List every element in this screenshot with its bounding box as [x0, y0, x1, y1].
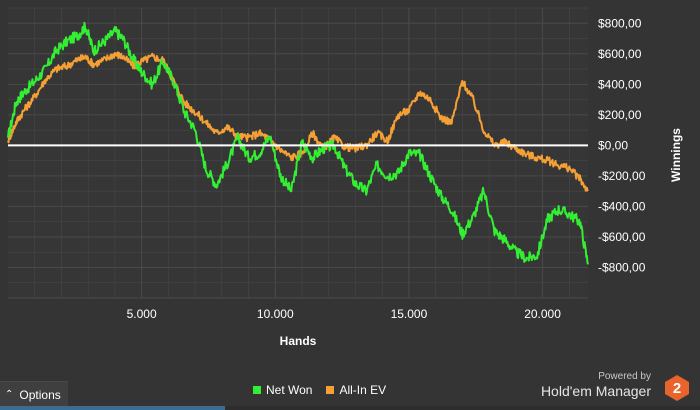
series-line-all-in-ev	[7, 51, 589, 192]
winnings-chart: 5.000 10.000 15.000 20.000 $800,00 $600,00 $4…	[7, 7, 683, 348]
y-tick-label: $400,00	[598, 77, 642, 91]
scroll-thumb[interactable]	[0, 406, 225, 410]
legend-swatch-all-in-ev	[326, 386, 335, 394]
y-tick-label: -$600,00	[598, 230, 646, 244]
series-lines	[7, 21, 589, 265]
bottom-scroll-bar	[0, 406, 700, 410]
legend-label-net-won: Net Won	[266, 383, 313, 397]
brand-name: Hold'em Manager	[540, 383, 651, 399]
x-tick-label: 15.000	[391, 307, 428, 321]
options-label: Options	[19, 387, 61, 402]
x-tick-label: 5.000	[127, 307, 157, 321]
hem2-logo-icon: 2	[665, 375, 689, 401]
chevron-up-icon: ⌃	[5, 388, 14, 400]
legend-label-all-in-ev: All-In EV	[339, 383, 387, 397]
y-tick-label: $800,00	[598, 16, 642, 30]
legend-item-net-won[interactable]: Net Won	[253, 383, 312, 397]
series-line-net-won	[7, 21, 589, 265]
chart-legend: Net Won All-In EV	[253, 383, 386, 397]
legend-swatch-net-won	[253, 386, 261, 394]
y-tick-label: $0,00	[598, 138, 628, 152]
x-tick-label: 20.000	[524, 307, 561, 321]
x-axis-title: Hands	[280, 334, 317, 348]
x-tick-label: 10.000	[257, 307, 294, 321]
y-tick-label: $600,00	[598, 47, 642, 61]
powered-by-text: Powered by	[598, 371, 651, 382]
y-axis-ticks: $800,00 $600,00 $400,00 $200,00 $0,00 -$200,0…	[598, 16, 646, 274]
y-tick-label: -$400,00	[598, 199, 646, 213]
options-button[interactable]: ⌃ Options	[0, 381, 68, 407]
x-axis-ticks: 5.000 10.000 15.000 20.000	[127, 307, 562, 321]
powered-by-branding: Powered by Hold'em Manager 2	[541, 370, 695, 404]
y-axis-title: Winnings	[669, 128, 683, 182]
y-tick-label: -$800,00	[598, 260, 646, 274]
y-tick-label: $200,00	[598, 108, 642, 122]
logo-text: 2	[673, 380, 681, 397]
legend-item-all-in-ev[interactable]: All-In EV	[326, 383, 386, 397]
y-tick-label: -$200,00	[598, 169, 646, 183]
